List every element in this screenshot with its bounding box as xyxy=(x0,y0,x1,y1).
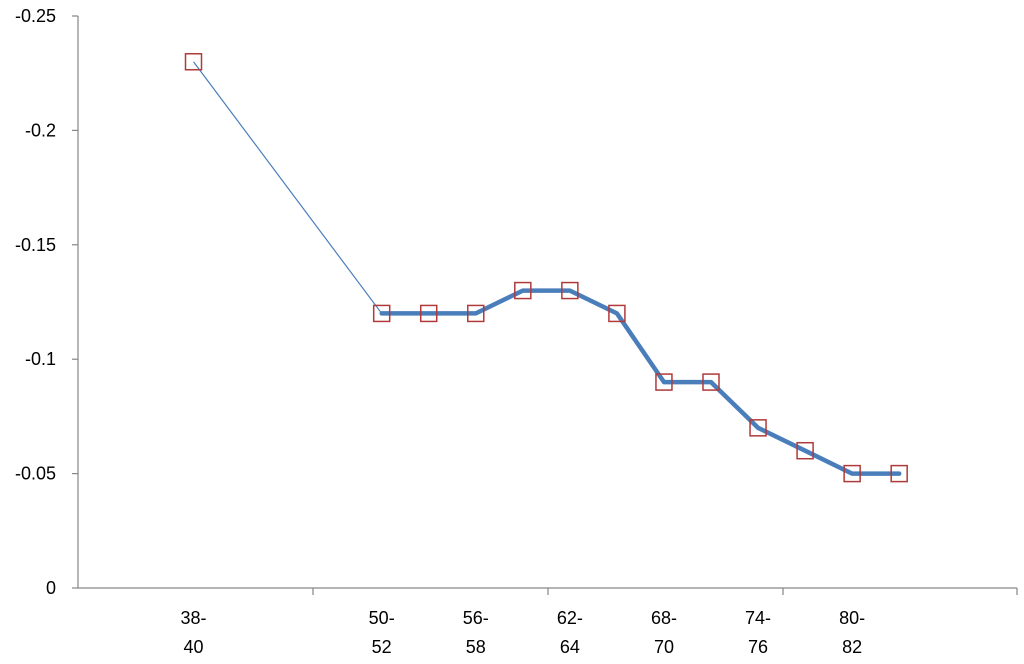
x-tick-label: 74-76 xyxy=(745,608,771,657)
y-tick-label: 0 xyxy=(46,578,56,598)
data-point-marker xyxy=(796,441,814,460)
y-tick-labels: -0.25 -0.2 -0.15 -0.1 -0.05 0 xyxy=(15,6,56,598)
axes xyxy=(72,15,1018,595)
data-point-marker xyxy=(702,373,720,391)
data-point-marker xyxy=(608,304,626,323)
y-tick-label: -0.15 xyxy=(15,235,56,255)
series-markers xyxy=(184,53,908,483)
x-tick-label-line2: 70 xyxy=(654,637,674,657)
series-line-thick xyxy=(379,288,902,476)
x-tick-label-line1: 68- xyxy=(651,608,677,628)
x-tick-label-line2: 58 xyxy=(466,637,486,657)
x-tick-label-line1: 74- xyxy=(745,608,771,628)
x-tick-label-line2: 82 xyxy=(842,637,862,657)
x-tick-label-line1: 38- xyxy=(180,608,206,628)
data-point-marker xyxy=(561,281,579,300)
x-tick-label-line2: 76 xyxy=(748,637,768,657)
x-tick-label: 38-40 xyxy=(180,608,206,657)
x-tick-label-line1: 50- xyxy=(369,608,395,628)
x-tick-label: 50-52 xyxy=(369,608,395,657)
series-line xyxy=(193,61,902,476)
data-point-marker xyxy=(890,464,908,483)
data-point-marker xyxy=(372,304,391,323)
x-tick-label-line1: 62- xyxy=(557,608,583,628)
x-tick-label-line1: 80- xyxy=(839,608,865,628)
y-tick-label: -0.1 xyxy=(25,349,56,369)
x-tick-label-line2: 40 xyxy=(183,637,203,657)
data-point-marker xyxy=(419,304,438,323)
y-tick-label: -0.2 xyxy=(25,120,56,140)
x-tick-label-line2: 64 xyxy=(560,637,580,657)
data-point-marker xyxy=(467,304,485,323)
y-tick-label: -0.05 xyxy=(15,464,56,484)
x-tick-label: 68-70 xyxy=(651,608,677,657)
data-point-marker xyxy=(749,419,767,437)
x-tick-label-line1: 56- xyxy=(463,608,489,628)
series-segment-thin xyxy=(193,61,383,314)
x-tick-label: 62-64 xyxy=(557,608,583,657)
x-tick-label: 80-82 xyxy=(839,608,865,657)
data-point-marker xyxy=(514,281,532,300)
data-point-marker xyxy=(843,464,861,483)
data-point-marker xyxy=(655,373,673,391)
data-point-marker xyxy=(184,53,203,71)
x-tick-label: 56-58 xyxy=(463,608,489,657)
x-tick-label-line2: 52 xyxy=(372,637,392,657)
y-tick-label: -0.25 xyxy=(15,6,56,26)
